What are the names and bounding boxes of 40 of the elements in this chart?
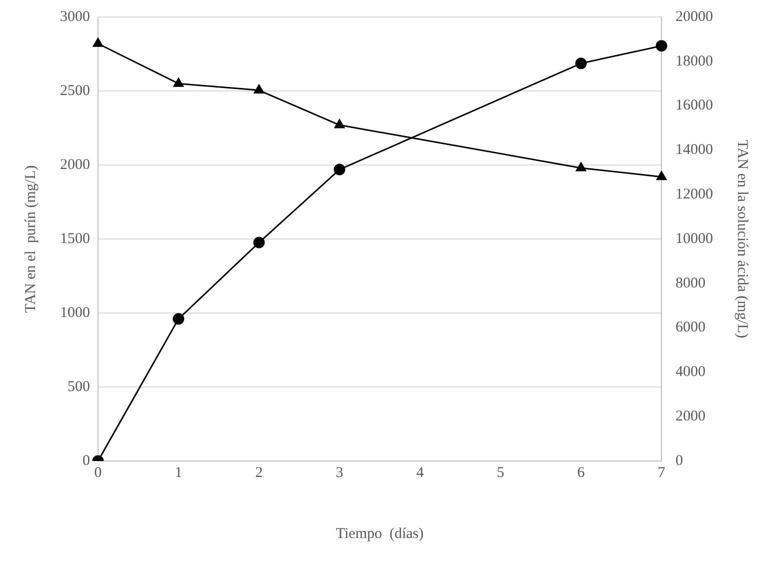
point: [334, 164, 346, 176]
x-tick-label: 0: [94, 464, 102, 481]
y-tick-label: 2000: [60, 156, 90, 173]
y2-tick-label: 4000: [676, 364, 706, 380]
y-tick-label: 1000: [60, 304, 90, 321]
x-tick-label: 2: [255, 464, 263, 481]
y-tick-label: 2500: [60, 82, 90, 99]
point: [656, 171, 667, 180]
x-tick-label: 4: [416, 464, 424, 481]
point: [656, 40, 668, 52]
x-tick-label: 5: [496, 464, 504, 481]
y2-tick-label: 0: [676, 452, 683, 469]
y2-tick-label: 12000: [676, 186, 713, 203]
x-tick-label: 7: [658, 464, 666, 481]
point: [254, 84, 264, 94]
x-tick-label: 1: [174, 464, 182, 481]
point: [173, 78, 184, 87]
y2-tick-label: 16000: [676, 98, 713, 114]
x-axis-title: Tiempo (días): [336, 526, 424, 542]
y-tick-label: 500: [68, 378, 90, 395]
x-tick-label: 6: [577, 464, 586, 481]
y-axis-title: TAN en el purín (mg/L): [22, 165, 39, 313]
y2-tick-label: 10000: [676, 230, 713, 247]
y2-tick-label: 8000: [676, 275, 706, 292]
point: [575, 58, 587, 70]
y2-tick-label: 18000: [676, 53, 713, 70]
y2-tick-label: 14000: [676, 142, 713, 158]
y-tick-label: 0: [82, 452, 90, 469]
y2-tick-label: 2000: [676, 408, 706, 425]
point: [253, 236, 265, 248]
point: [576, 162, 586, 172]
y2-axis-title: TAN en la solución ácida (mg/L): [734, 140, 750, 338]
point: [334, 119, 345, 128]
point: [172, 313, 184, 325]
y-tick-label: 3000: [60, 8, 90, 25]
y-tick-label: 1500: [60, 230, 90, 247]
y2-tick-label: 20000: [676, 8, 713, 25]
point: [92, 38, 104, 47]
x-tick-label: 3: [336, 464, 344, 481]
y2-tick-label: 6000: [676, 320, 706, 336]
